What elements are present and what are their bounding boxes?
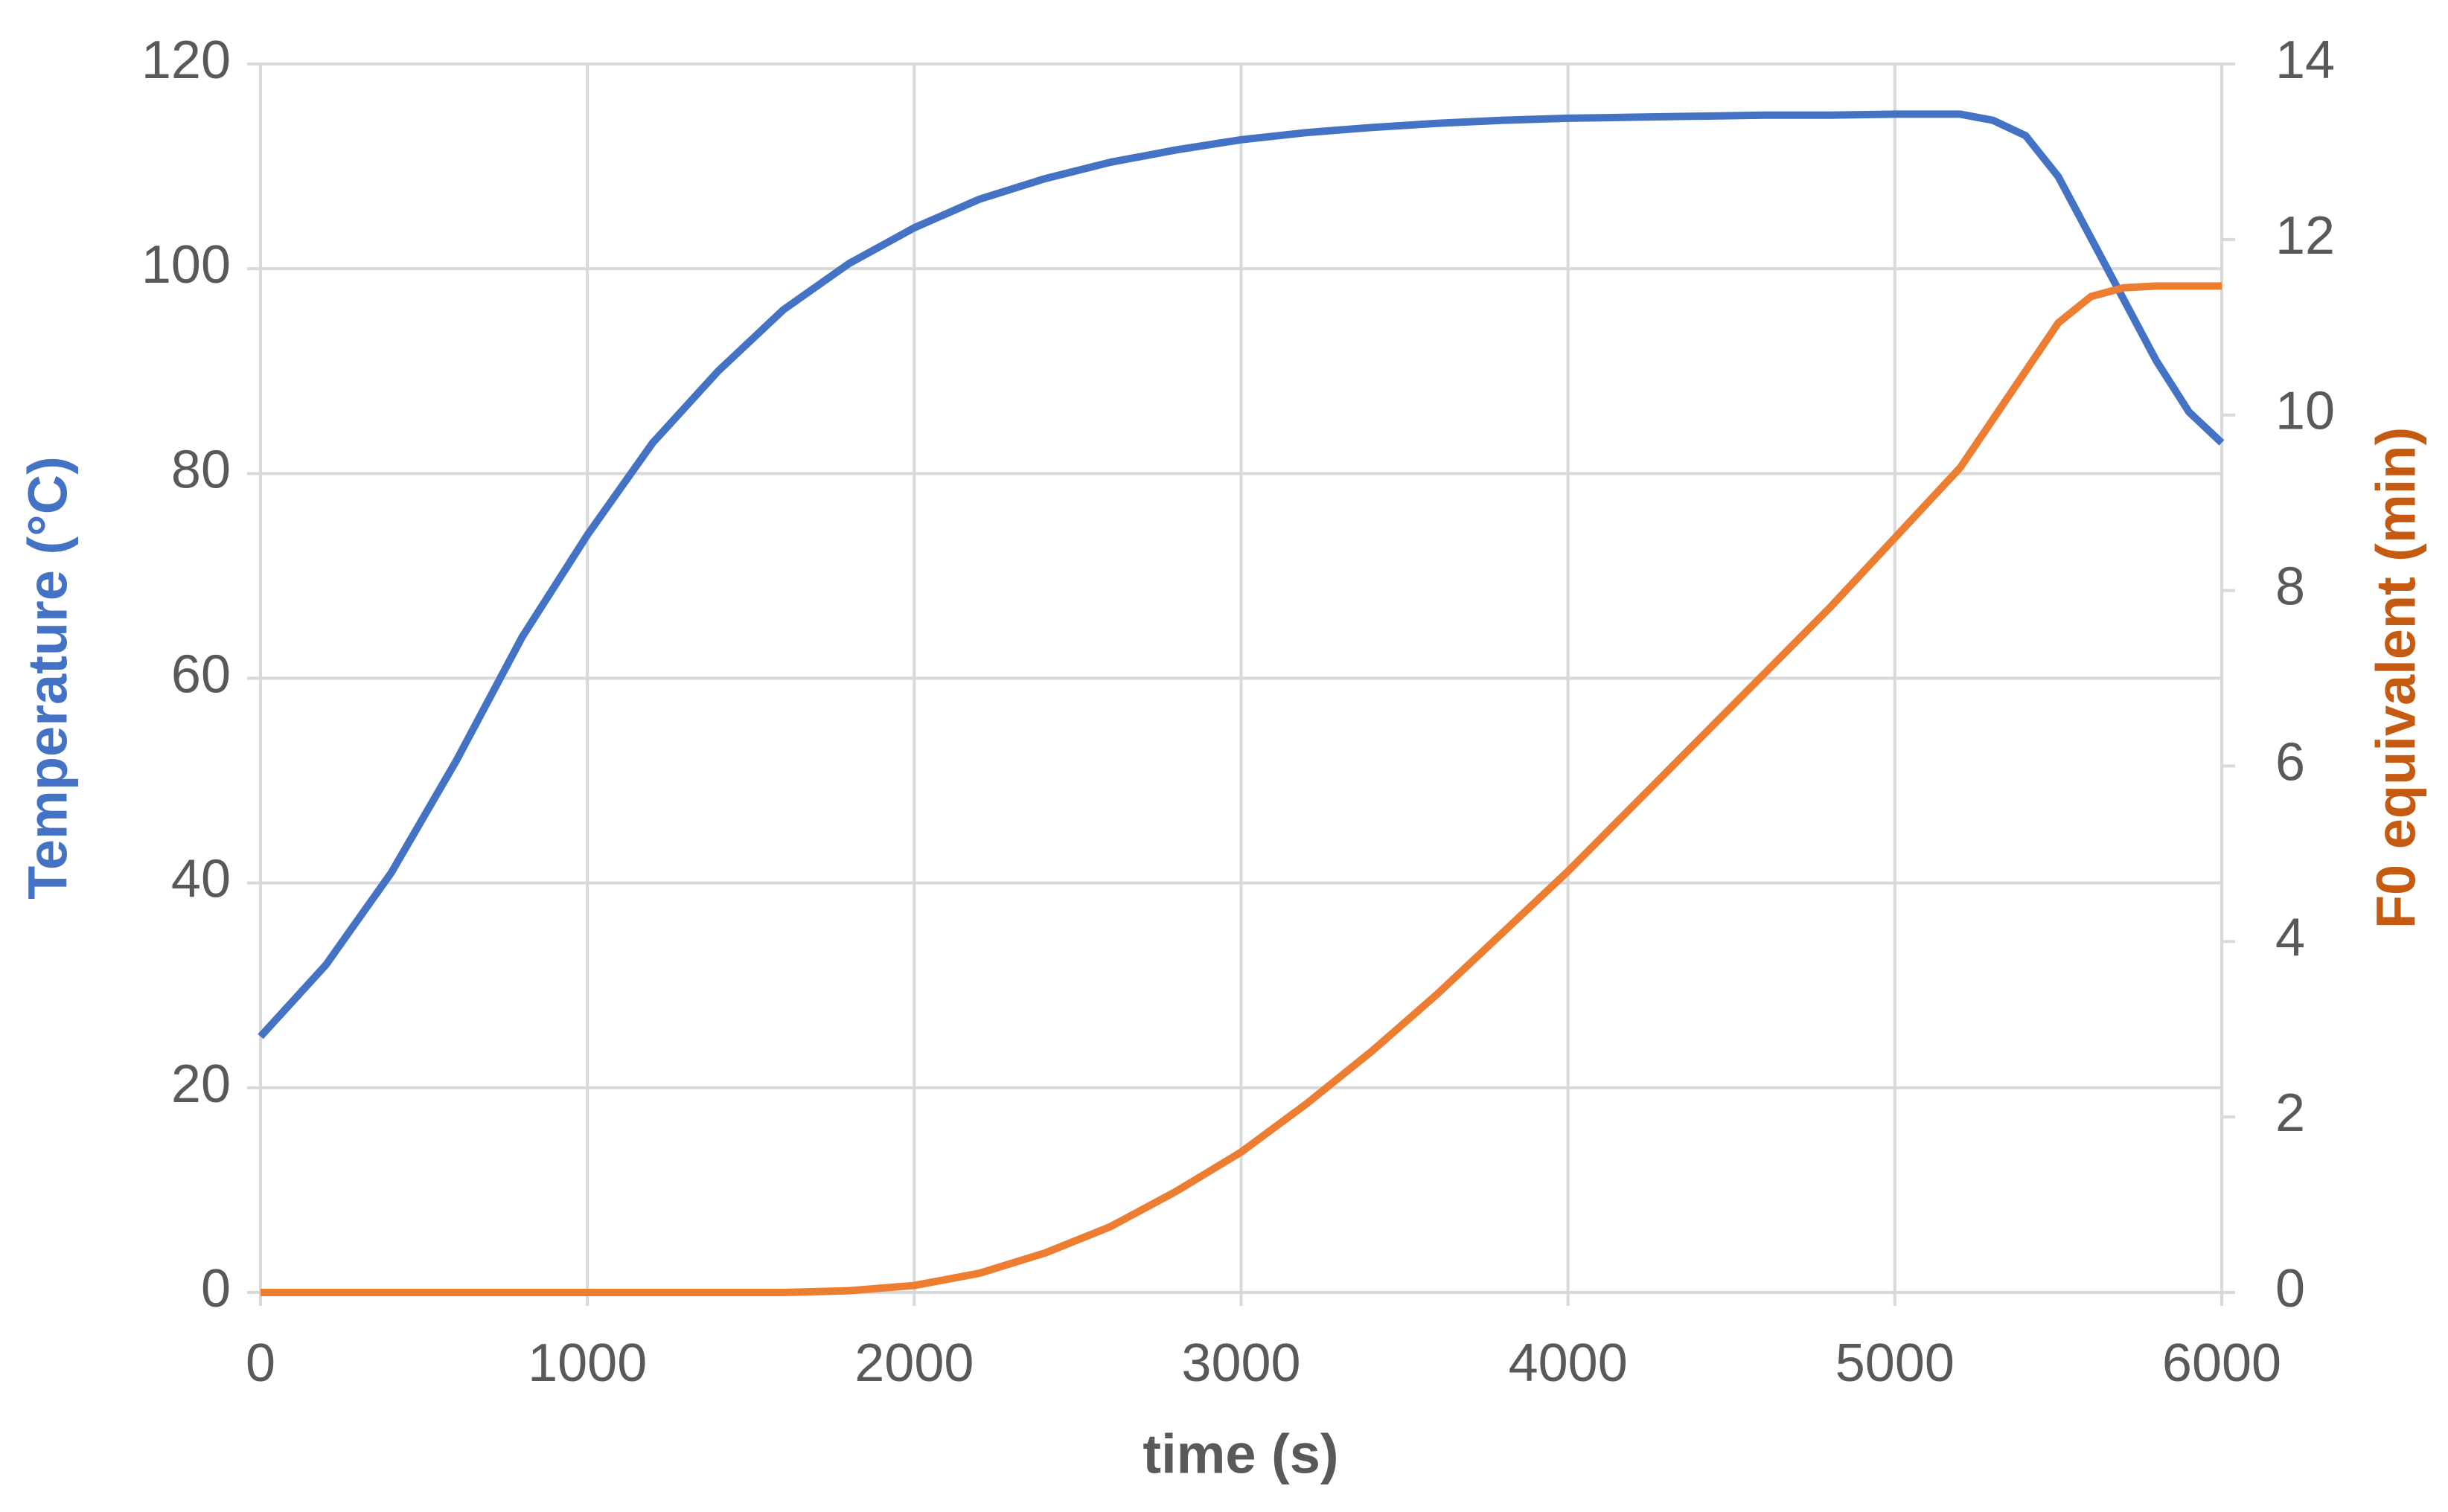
- y2-axis-title: F0 equivalent (min): [2365, 427, 2427, 929]
- y-tick-label: 40: [171, 850, 231, 909]
- y2-tick-label: 14: [2275, 31, 2335, 90]
- x-tick-label: 0: [246, 1333, 275, 1393]
- y-axis-title: Temperature (°C): [17, 456, 79, 900]
- x-tick-label: 1000: [528, 1333, 647, 1393]
- y-tick-label: 60: [171, 645, 231, 705]
- y-tick-label: 120: [141, 31, 231, 90]
- y-tick-label: 80: [171, 440, 231, 499]
- x-tick-label: 2000: [854, 1333, 974, 1393]
- y-tick-label: 0: [201, 1259, 231, 1319]
- y2-tick-label: 12: [2275, 206, 2335, 266]
- x-axis-title: time (s): [1142, 1423, 1338, 1485]
- x-tick-label: 3000: [1181, 1333, 1300, 1393]
- y2-tick-label: 6: [2275, 732, 2305, 792]
- y2-tick-label: 0: [2275, 1259, 2305, 1319]
- x-tick-label: 6000: [2162, 1333, 2281, 1393]
- y-tick-label: 100: [141, 235, 231, 295]
- y2-tick-label: 10: [2275, 382, 2335, 441]
- y-tick-label: 20: [171, 1054, 231, 1114]
- x-tick-label: 4000: [1509, 1333, 1628, 1393]
- y2-tick-label: 2: [2275, 1083, 2305, 1143]
- series-line: [261, 282, 2222, 1296]
- y2-tick-label: 4: [2275, 908, 2305, 967]
- y2-tick-label: 8: [2275, 557, 2305, 617]
- series-line: [258, 110, 2225, 1040]
- x-tick-label: 5000: [1835, 1333, 1955, 1393]
